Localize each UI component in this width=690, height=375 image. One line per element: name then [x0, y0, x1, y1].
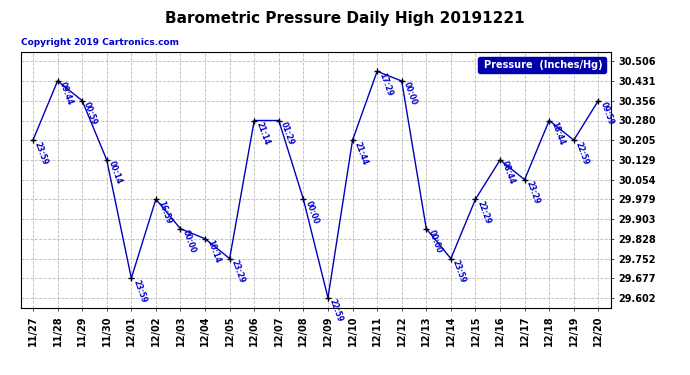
- Legend: Pressure  (Inches/Hg): Pressure (Inches/Hg): [478, 57, 606, 73]
- Text: 00:59: 00:59: [82, 100, 99, 126]
- Text: 23:59: 23:59: [451, 259, 468, 284]
- Text: 00:14: 00:14: [107, 160, 124, 186]
- Text: 21:14: 21:14: [254, 120, 271, 146]
- Text: 17:29: 17:29: [377, 71, 394, 97]
- Text: 08:44: 08:44: [500, 160, 517, 186]
- Text: 22:29: 22:29: [475, 199, 492, 225]
- Text: 09:44: 09:44: [57, 81, 75, 107]
- Text: 22:59: 22:59: [574, 140, 591, 166]
- Text: 23:59: 23:59: [33, 140, 50, 166]
- Text: 10:14: 10:14: [205, 239, 221, 264]
- Text: 16:59: 16:59: [156, 199, 172, 225]
- Text: 01:29: 01:29: [279, 120, 295, 146]
- Text: 00:00: 00:00: [426, 229, 443, 255]
- Text: 23:29: 23:29: [524, 180, 542, 206]
- Text: 09:59: 09:59: [598, 100, 615, 126]
- Text: 00:00: 00:00: [304, 199, 320, 225]
- Text: 00:00: 00:00: [181, 229, 197, 255]
- Text: Copyright 2019 Cartronics.com: Copyright 2019 Cartronics.com: [21, 38, 179, 47]
- Text: 22:59: 22:59: [328, 298, 344, 324]
- Text: Barometric Pressure Daily High 20191221: Barometric Pressure Daily High 20191221: [165, 11, 525, 26]
- Text: 23:29: 23:29: [230, 259, 246, 284]
- Text: 00:00: 00:00: [402, 81, 418, 107]
- Text: 18:44: 18:44: [549, 120, 566, 146]
- Text: 23:59: 23:59: [131, 278, 148, 304]
- Text: 21:44: 21:44: [353, 140, 369, 166]
